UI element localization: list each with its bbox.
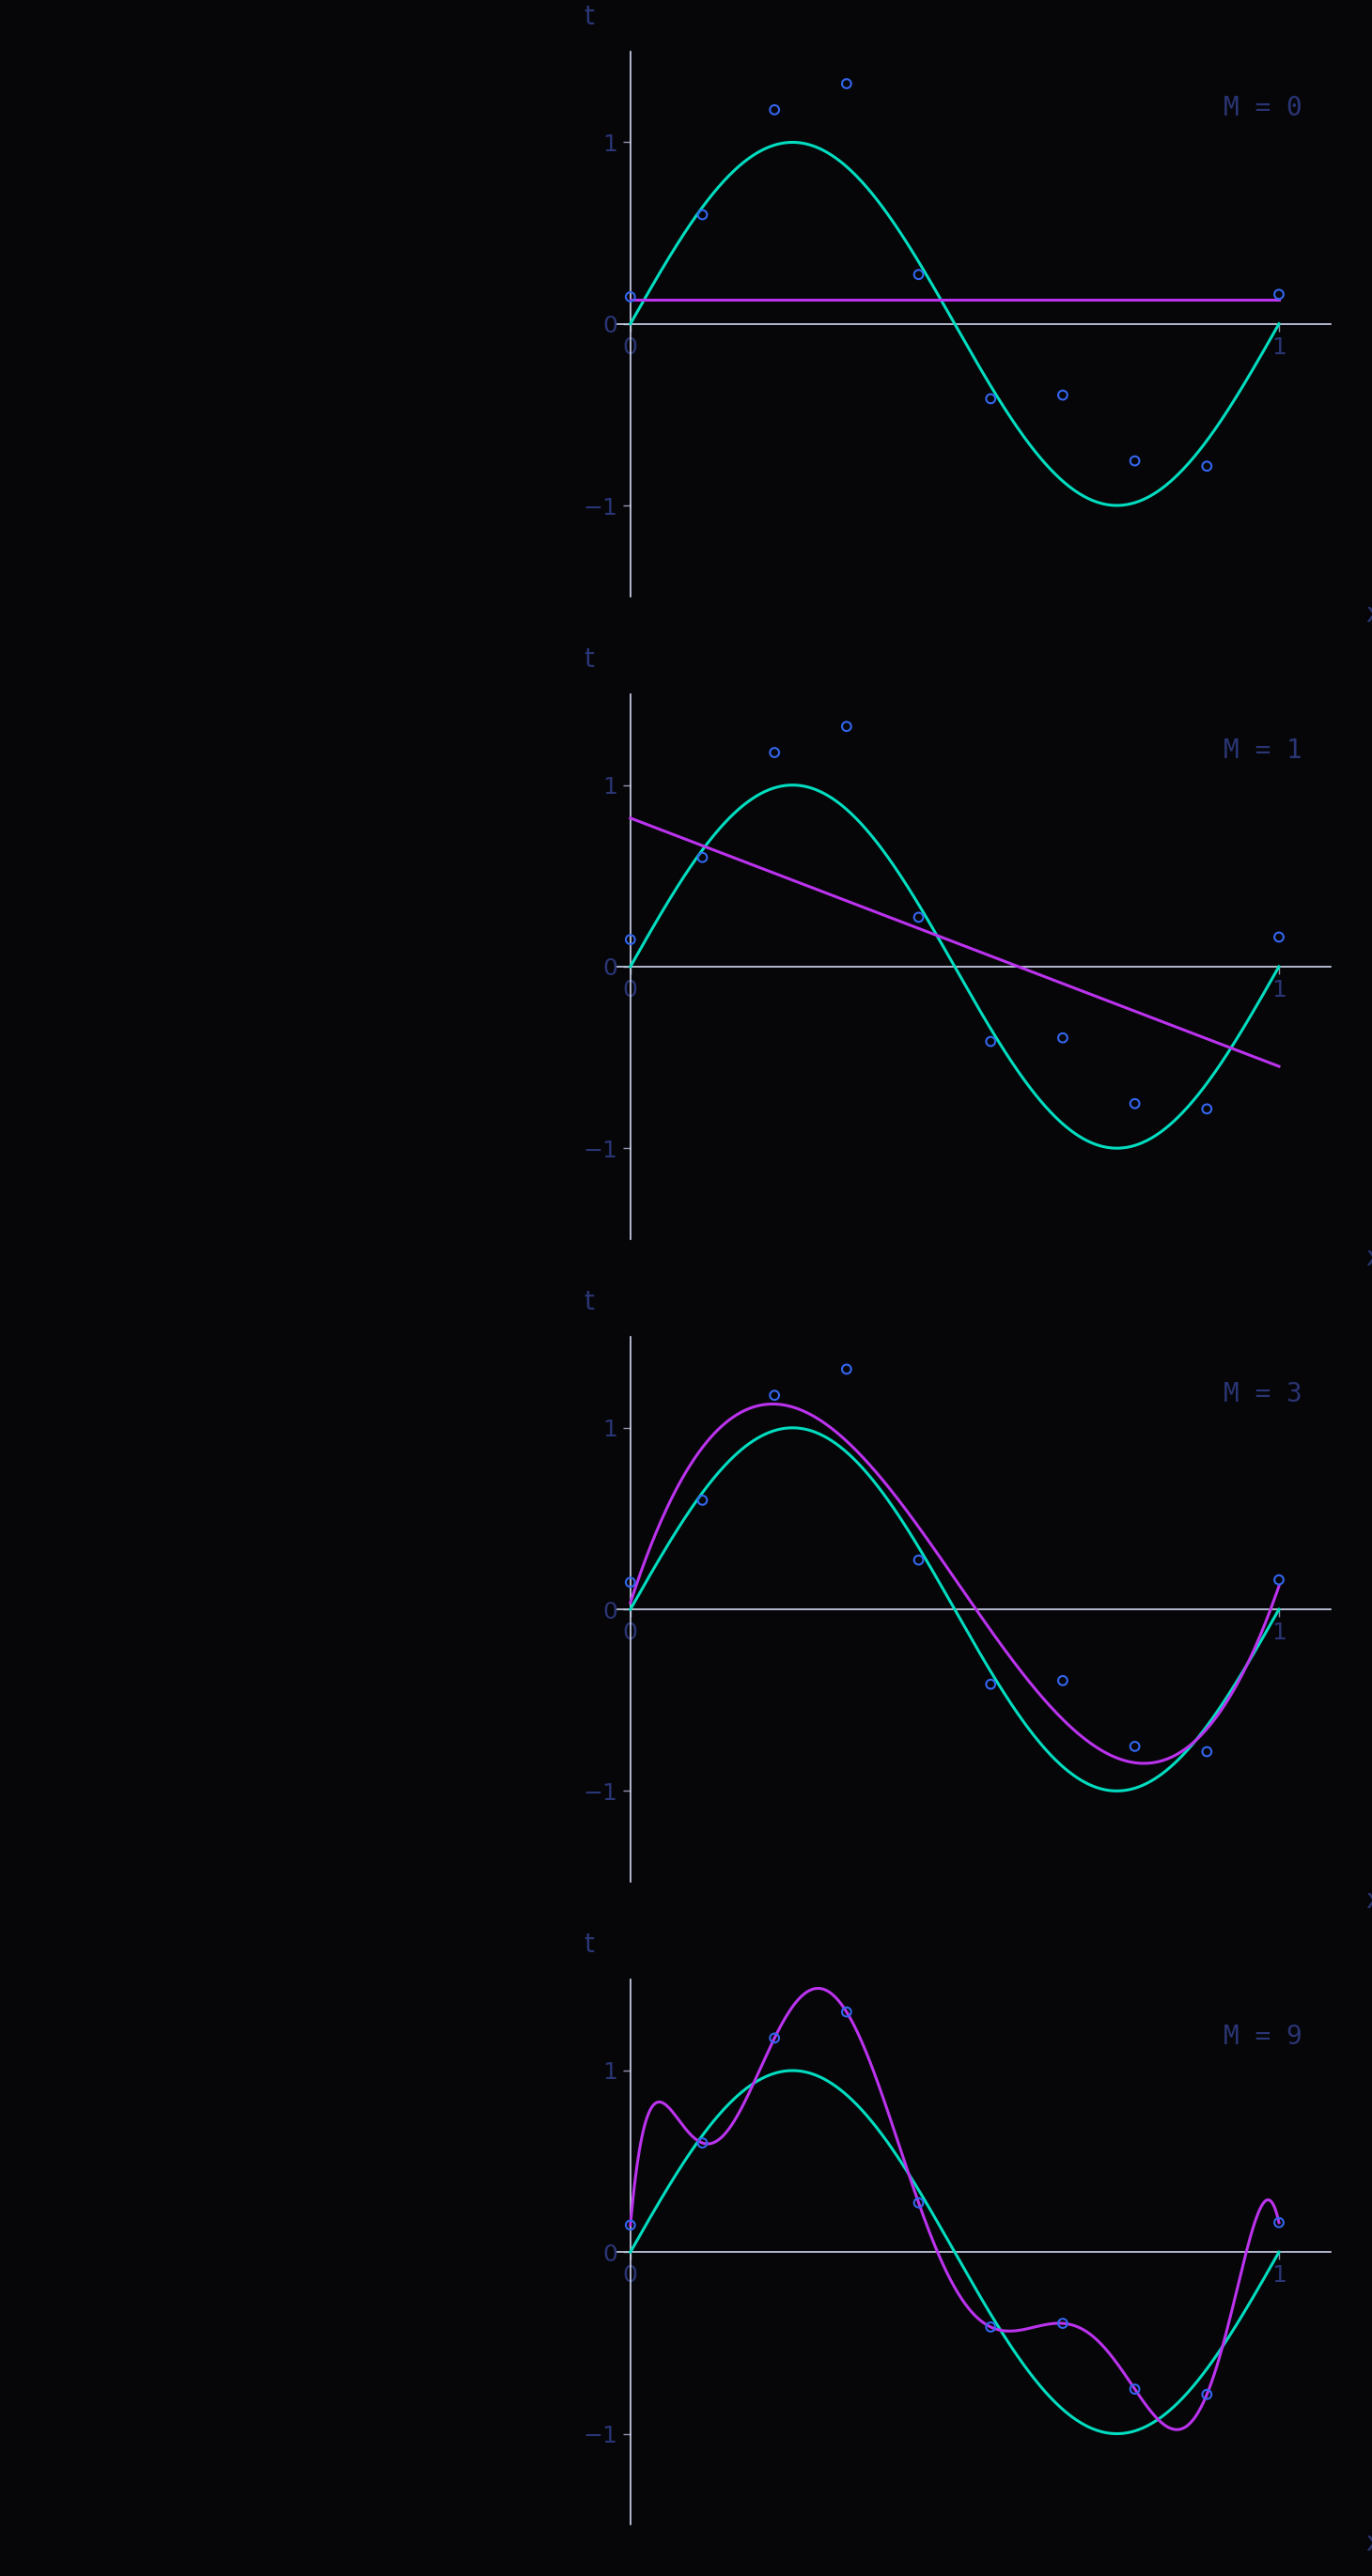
Text: M = 0: M = 0 [1224,95,1302,121]
Point [1124,2367,1146,2409]
Point [1052,1018,1074,1059]
Point [1196,1087,1218,1128]
Point [1268,273,1290,314]
Point [691,1479,713,1520]
Point [1268,917,1290,958]
Point [619,920,641,961]
Point [1196,2375,1218,2416]
Text: M = 1: M = 1 [1224,737,1302,765]
Point [619,1561,641,1602]
Point [836,1350,858,1391]
Text: M = 3: M = 3 [1224,1381,1302,1406]
Y-axis label: t: t [583,3,594,31]
X-axis label: x: x [1367,1888,1372,1914]
Point [836,1991,858,2032]
Y-axis label: t: t [583,647,594,672]
X-axis label: x: x [1367,2530,1372,2555]
Point [764,732,786,773]
Point [980,2306,1002,2347]
Point [908,255,930,296]
Point [1124,1726,1146,1767]
Point [1268,2202,1290,2244]
X-axis label: x: x [1367,603,1372,629]
Point [908,2182,930,2223]
Point [1124,440,1146,482]
Point [691,837,713,878]
Point [1052,1659,1074,1700]
Point [619,2205,641,2246]
Y-axis label: t: t [583,1932,594,1958]
Point [836,706,858,747]
Point [980,1664,1002,1705]
Point [1052,374,1074,415]
Point [1196,1731,1218,1772]
Point [1124,1082,1146,1123]
Point [764,2017,786,2058]
Point [764,1376,786,1417]
Point [764,90,786,131]
Point [691,193,713,234]
Point [1196,446,1218,487]
Point [691,2123,713,2164]
Point [619,276,641,317]
Point [980,1020,1002,1061]
Point [980,379,1002,420]
Point [836,62,858,103]
Point [908,1540,930,1582]
Point [1268,1558,1290,1600]
X-axis label: x: x [1367,1244,1372,1270]
Point [1052,2303,1074,2344]
Point [908,896,930,938]
Text: M = 9: M = 9 [1224,2022,1302,2050]
Y-axis label: t: t [583,1288,594,1316]
